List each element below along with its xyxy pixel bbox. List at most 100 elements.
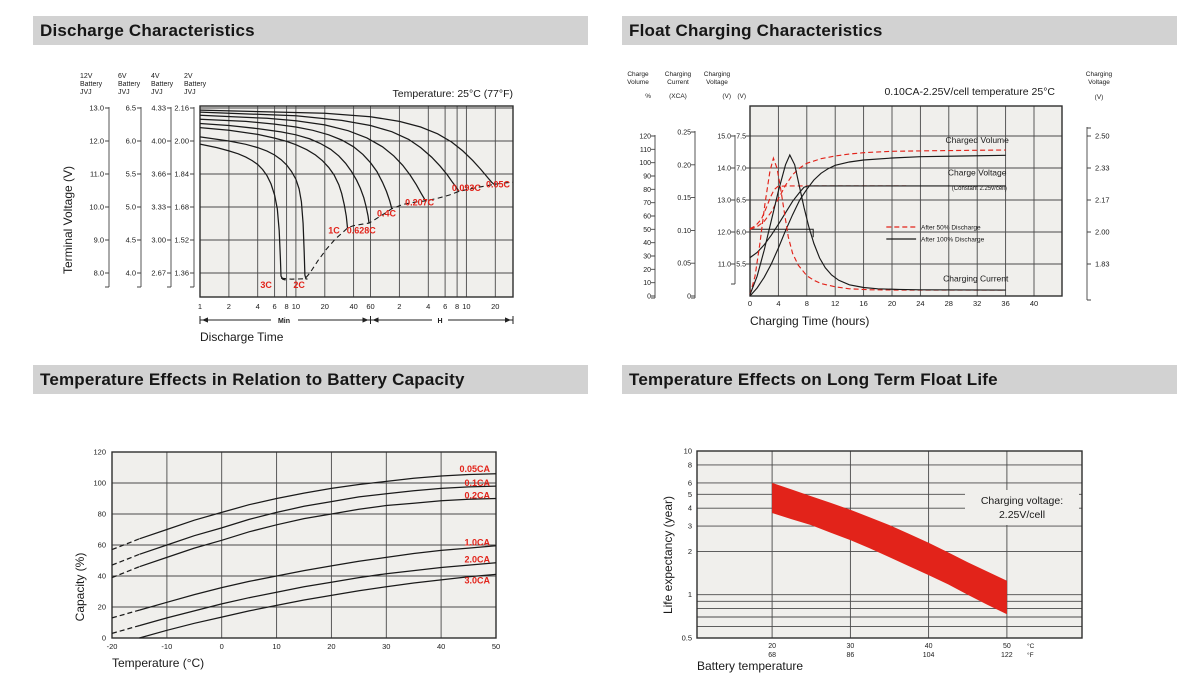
- axis-bracket: [190, 107, 195, 288]
- x-tick-label: 4: [776, 299, 780, 308]
- x-tick-label: 30: [382, 642, 390, 651]
- arrowhead: [372, 317, 379, 323]
- curve-1.0CA: [139, 545, 497, 611]
- axis-tick-label: 12.0: [717, 230, 731, 237]
- curve-charging-current-50: [749, 156, 1006, 295]
- y-tick-label: 100: [93, 479, 106, 488]
- ruler-label-bg: [271, 315, 298, 325]
- scale-value: 5.5: [126, 170, 136, 179]
- column-header: 2V: [184, 73, 193, 80]
- right-axis-tick-label: 2.17: [1095, 196, 1110, 205]
- y-tick-label: 5: [688, 490, 692, 499]
- curve-0.628C: [199, 122, 370, 224]
- rate-label-1.0CA: 1.0CA: [464, 538, 490, 548]
- gridlines: [199, 106, 513, 297]
- axis-bracket: [731, 135, 736, 285]
- axis-tick-label: 15.0: [717, 134, 731, 141]
- curve-0.093C: [199, 111, 460, 192]
- x-tick-label: 28: [945, 299, 953, 308]
- scale-value: 1.36: [174, 269, 189, 278]
- axis-tick-label: 6.5: [736, 198, 746, 205]
- x-tick-label: 4: [256, 302, 260, 311]
- column-header: JVJ: [80, 89, 92, 96]
- x-tick-label: 60: [366, 302, 374, 311]
- axis-tick-label: 0.25: [677, 130, 691, 137]
- y-tick-label: 0.5: [682, 633, 692, 642]
- x-tick-label: 10: [272, 642, 280, 651]
- curve-3.0CA: [139, 573, 497, 639]
- plot-border: [111, 451, 497, 639]
- y-tick-label: 20: [98, 603, 106, 612]
- x-tick-label-c: 30: [846, 643, 854, 650]
- scale-value: 4.0: [126, 269, 136, 278]
- right-axis-tick-label: 2.00: [1095, 228, 1110, 237]
- axis-header: Volume: [627, 79, 649, 86]
- axis-tick-label: 11.0: [718, 262, 731, 269]
- scale-value: 4.33: [151, 104, 166, 113]
- section-title-float-life: Temperature Effects on Long Term Float L…: [622, 365, 1177, 394]
- curve-3C: [199, 143, 286, 281]
- ruler-label-bg: [432, 315, 448, 325]
- life-expectancy-band: [772, 482, 1007, 615]
- axis-tick-label: 30: [643, 254, 651, 261]
- x-tick-label: 8: [805, 299, 809, 308]
- curve-0.4C: [199, 118, 393, 209]
- x-axis-title: Battery temperature: [697, 659, 803, 673]
- section-title-temperature-capacity: Temperature Effects in Relation to Batte…: [33, 365, 588, 394]
- fifty-percent-ref-line: [750, 228, 814, 238]
- annotation-line1: Charging voltage:: [981, 495, 1063, 507]
- x-tick-label: 20: [321, 302, 329, 311]
- discharge-characteristics-chart: Temperature: 25°C (77°F)12VBatteryJVJ13.…: [61, 73, 514, 344]
- rate-label-0.1CA: 0.1CA: [464, 478, 490, 488]
- x-tick-label-f: 122: [1001, 652, 1013, 659]
- axis-tick-label: 50: [643, 227, 651, 234]
- scale-value: 8.0: [94, 269, 104, 278]
- x-tick-label: 12: [831, 299, 839, 308]
- range-ruler: [199, 316, 514, 324]
- x-tick-label: -20: [107, 642, 118, 651]
- curve-2C: [199, 136, 308, 280]
- scale-value: 1.84: [174, 170, 189, 179]
- arrowhead: [202, 317, 208, 323]
- rate-label-3C: 3C: [260, 280, 272, 290]
- scale-value: 2.67: [151, 269, 166, 278]
- curve-0.05CA: [139, 473, 497, 540]
- right-axis-header: Voltage: [1088, 79, 1110, 86]
- x-tick-label-f: 68: [768, 652, 776, 659]
- axis-unit: %: [645, 93, 651, 100]
- x-tick-label: 1: [198, 302, 202, 311]
- y-tick-label: 4: [688, 504, 692, 513]
- condition-note: 0.10CA-2.25V/cell temperature 25°C: [884, 86, 1055, 98]
- scale-value: 13.0: [89, 104, 104, 113]
- axis-bracket: [1086, 127, 1091, 301]
- x-tick-label-c: 50: [1003, 643, 1011, 650]
- y-axis-title: Life expectancy (year): [661, 496, 675, 614]
- rate-label-0.05CA: 0.05CA: [459, 464, 490, 474]
- curve-0.05C: [199, 109, 495, 186]
- curve-charging-current-100: [749, 153, 1006, 295]
- rate-label-0.093C: 0.093C: [452, 183, 482, 193]
- x-tick-label: 16: [859, 299, 867, 308]
- axis-bracket: [167, 107, 172, 288]
- scale-value: 2.16: [174, 104, 189, 113]
- x-tick-label: 24: [916, 299, 924, 308]
- curve-charge-voltage-50: [749, 185, 907, 230]
- x-tick-label-c: 40: [925, 643, 933, 650]
- curve-1C: [199, 126, 349, 229]
- y-tick-label: 2: [688, 547, 692, 556]
- curve-2.0CA-dashed: [111, 624, 140, 635]
- rate-label-0.628C: 0.628C: [347, 226, 377, 236]
- axis-unit: (V): [737, 93, 746, 100]
- axis-tick-label: 120: [639, 134, 651, 141]
- x-tick-label: 2: [397, 302, 401, 311]
- curve-0.207C: [199, 114, 427, 203]
- column-header: 6V: [118, 73, 127, 80]
- x-tick-label: 20: [888, 299, 896, 308]
- panel-discharge: Discharge Characteristics Temperature: 2…: [0, 0, 593, 349]
- axis-tick-label: 13.0: [717, 198, 731, 205]
- rate-label-0.05C: 0.05C: [486, 180, 511, 190]
- axis-tick-label: 0.05: [677, 261, 691, 268]
- scale-value: 12.0: [89, 137, 104, 146]
- arrowhead: [362, 317, 369, 323]
- unit-celsius: °C: [1027, 642, 1035, 650]
